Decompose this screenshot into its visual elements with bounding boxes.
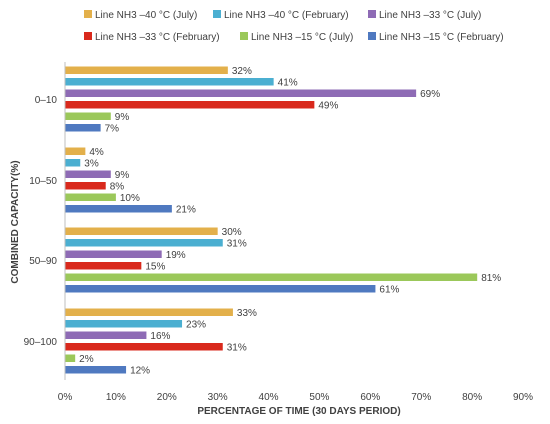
legend-label-6: Line NH3 –15 °C (February) xyxy=(379,32,504,43)
bar-0-10-series-5 xyxy=(65,112,111,120)
bar-90-100-series-2 xyxy=(65,320,183,328)
x-tick-label-70: 70% xyxy=(411,392,431,403)
data-label-90-100-series-1: 33% xyxy=(237,308,257,319)
bar-90-100-series-4 xyxy=(65,343,223,351)
data-label-10-50-series-3: 9% xyxy=(115,170,130,181)
bar-0-10-series-3 xyxy=(65,89,417,97)
x-tick-label-0: 0% xyxy=(58,392,73,403)
x-tick-label-10: 10% xyxy=(106,392,126,403)
bar-10-50-series-1 xyxy=(65,147,86,155)
data-label-0-10-series-1: 32% xyxy=(232,66,252,77)
y-category-label-0-10: 0–10 xyxy=(35,95,58,106)
bar-10-50-series-5 xyxy=(65,193,116,201)
x-tick-label-90: 90% xyxy=(513,392,533,403)
bar-50-90-series-4 xyxy=(65,262,142,270)
data-label-50-90-series-3: 19% xyxy=(166,250,186,261)
data-label-50-90-series-5: 81% xyxy=(481,273,501,284)
x-tick-label-30: 30% xyxy=(208,392,228,403)
bar-0-10-series-4 xyxy=(65,101,315,109)
bar-50-90-series-2 xyxy=(65,239,223,247)
x-axis-title: PERCENTAGE OF TIME (30 DAYS PERIOD) xyxy=(197,406,400,417)
legend-swatch-2 xyxy=(213,10,221,18)
legend-label-3: Line NH3 –33 °C (July) xyxy=(379,10,481,21)
y-category-label-10-50: 10–50 xyxy=(29,176,57,187)
bar-90-100-series-1 xyxy=(65,308,233,316)
bar-90-100-series-6 xyxy=(65,366,127,374)
y-axis-title: COMBINED CAPACITY(%) xyxy=(10,160,21,283)
data-label-10-50-series-5: 10% xyxy=(120,193,140,204)
bar-10-50-series-3 xyxy=(65,170,111,178)
data-label-90-100-series-3: 16% xyxy=(150,331,170,342)
data-label-0-10-series-5: 9% xyxy=(115,112,130,123)
legend-label-5: Line NH3 –15 °C (July) xyxy=(251,32,353,43)
x-tick-label-80: 80% xyxy=(462,392,482,403)
data-label-10-50-series-6: 21% xyxy=(176,204,196,215)
data-label-90-100-series-6: 12% xyxy=(130,365,150,376)
legend-swatch-3 xyxy=(368,10,376,18)
x-tick-label-60: 60% xyxy=(360,392,380,403)
bar-0-10-series-2 xyxy=(65,78,274,86)
bar-90-100-series-5 xyxy=(65,354,76,362)
legend-swatch-4 xyxy=(84,32,92,40)
x-tick-label-50: 50% xyxy=(309,392,329,403)
x-tick-label-40: 40% xyxy=(259,392,279,403)
bar-10-50-series-4 xyxy=(65,182,106,190)
data-label-0-10-series-3: 69% xyxy=(420,89,440,100)
data-label-90-100-series-5: 2% xyxy=(79,354,94,365)
axes: 0% 10% 20% 30% 40% 50% 60% 70% 80% 90% 0–10 10–50 50… xyxy=(24,62,533,403)
data-label-90-100-series-4: 31% xyxy=(227,342,247,353)
bar-50-90-series-6 xyxy=(65,285,376,293)
data-label-10-50-series-2: 3% xyxy=(84,158,99,169)
data-label-0-10-series-6: 7% xyxy=(105,123,120,134)
legend-label-4: Line NH3 –33 °C (February) xyxy=(95,32,220,43)
bar-10-50-series-2 xyxy=(65,159,81,167)
bar-50-90-series-1 xyxy=(65,227,218,235)
data-label-0-10-series-4: 49% xyxy=(318,100,338,111)
legend: Line NH3 –40 °C (July) Line NH3 –40 °C (F… xyxy=(84,10,504,43)
legend-swatch-1 xyxy=(84,10,92,18)
data-label-90-100-series-2: 23% xyxy=(186,319,206,330)
bar-50-90-series-3 xyxy=(65,250,162,258)
bar-90-100-series-3 xyxy=(65,331,147,339)
legend-label-2: Line NH3 –40 °C (February) xyxy=(224,10,349,21)
bar-10-50-series-6 xyxy=(65,205,172,213)
bar-0-10-series-6 xyxy=(65,124,101,132)
plot-area: 32%41%69%49%9%7%4%3%9%8%10%21%30%31%19%1… xyxy=(65,66,501,376)
data-label-0-10-series-2: 41% xyxy=(278,77,298,88)
y-category-label-50-90: 50–90 xyxy=(29,256,57,267)
data-label-50-90-series-2: 31% xyxy=(227,238,247,249)
y-category-label-90-100: 90–100 xyxy=(24,337,58,348)
legend-label-1: Line NH3 –40 °C (July) xyxy=(95,10,197,21)
bar-50-90-series-5 xyxy=(65,273,478,281)
x-tick-label-20: 20% xyxy=(157,392,177,403)
data-label-50-90-series-4: 15% xyxy=(145,261,165,272)
data-label-50-90-series-6: 61% xyxy=(379,284,399,295)
legend-swatch-5 xyxy=(240,32,248,40)
data-label-50-90-series-1: 30% xyxy=(222,227,242,238)
legend-swatch-6 xyxy=(368,32,376,40)
bar-0-10-series-1 xyxy=(65,66,228,74)
data-label-10-50-series-4: 8% xyxy=(110,181,125,192)
data-label-10-50-series-1: 4% xyxy=(89,147,104,158)
